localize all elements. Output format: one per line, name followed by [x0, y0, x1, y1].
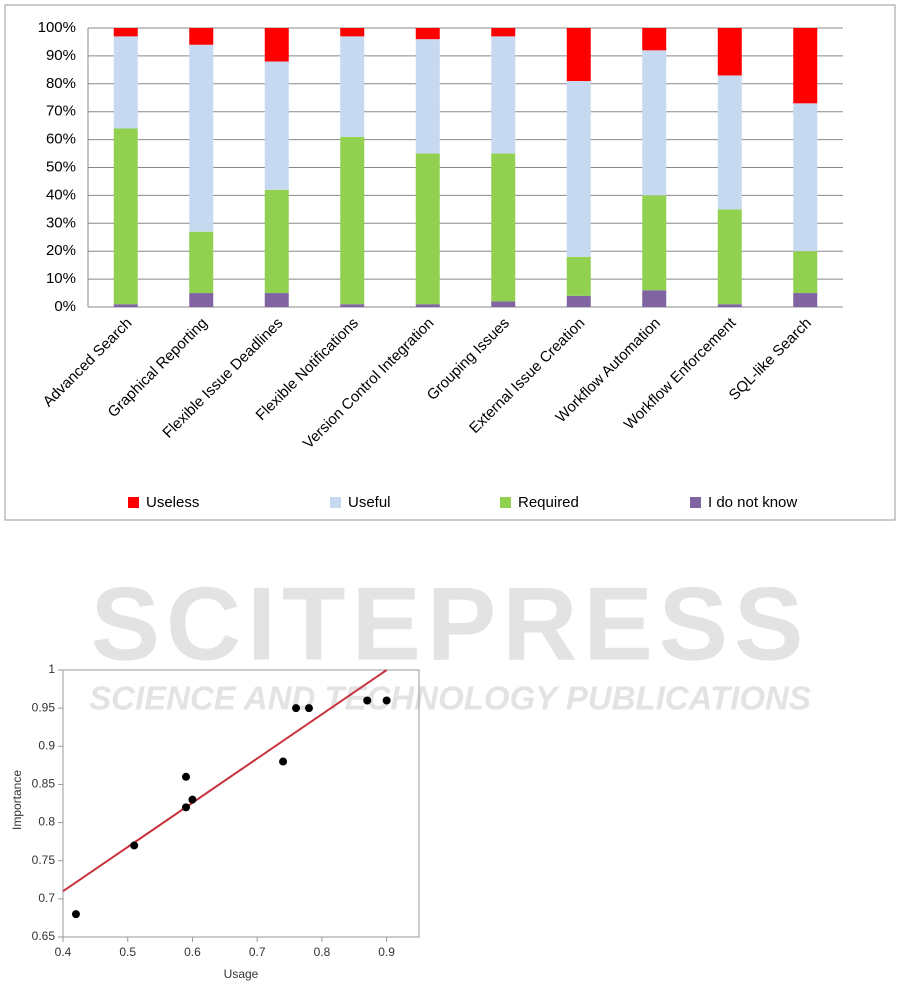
- y-axis-label: Importance: [10, 770, 24, 830]
- point: [181, 803, 190, 812]
- bar-segment: [793, 293, 818, 307]
- legend-swatch: [128, 497, 139, 508]
- bar-segment: [415, 153, 440, 305]
- bar-segment: [642, 290, 667, 307]
- bar-segment: [717, 75, 742, 210]
- y-tick-label: 0.85: [32, 777, 56, 791]
- y-tick-label: 1: [48, 662, 55, 676]
- plot-frame: [62, 669, 420, 938]
- y-tick-label: 10%: [46, 270, 76, 287]
- bar-segment: [113, 28, 138, 37]
- bar-segment: [340, 28, 365, 37]
- bar-segment: [415, 28, 440, 40]
- bar-segment: [717, 209, 742, 305]
- bar-segment: [264, 61, 289, 190]
- y-tick-label: 70%: [46, 103, 76, 120]
- bar-segment: [491, 301, 516, 307]
- bar-segment: [264, 28, 289, 62]
- bar-segment: [717, 28, 742, 76]
- bar-segment: [491, 36, 516, 154]
- x-tick-label: 0.4: [55, 945, 72, 959]
- y-tick-label: 40%: [46, 186, 76, 203]
- bar-segment: [113, 128, 138, 305]
- y-tick-label: 0.9: [38, 738, 55, 752]
- y-tick-label: 0.75: [32, 853, 56, 867]
- bar-segment: [642, 28, 667, 51]
- x-axis-label: Usage: [224, 967, 259, 981]
- x-tick-label: 0.7: [249, 945, 266, 959]
- y-tick-label: 60%: [46, 131, 76, 148]
- bar-segment: [566, 256, 591, 296]
- bar-segment: [189, 293, 214, 307]
- point: [71, 910, 80, 919]
- x-tick-label: SQL-like Search: [726, 315, 815, 404]
- x-tick-label: 0.5: [119, 945, 136, 959]
- bar-segment: [642, 195, 667, 291]
- y-tick-label: 100%: [38, 19, 76, 36]
- bar-segment: [793, 28, 818, 104]
- x-tick-label: Version Control Integration: [300, 315, 438, 453]
- legend-swatch: [690, 497, 701, 508]
- bar-segment: [415, 39, 440, 154]
- y-tick-label: 30%: [46, 214, 76, 231]
- y-tick-label: 50%: [46, 158, 76, 175]
- point: [304, 704, 313, 713]
- point: [279, 757, 288, 766]
- bar-segment: [793, 251, 818, 294]
- x-tick-label: 0.6: [184, 945, 201, 959]
- bar-segment: [793, 103, 818, 252]
- point: [382, 696, 391, 705]
- point: [188, 795, 197, 804]
- x-tick-label: 0.8: [314, 945, 331, 959]
- bar-segment: [113, 36, 138, 129]
- chart-frame: [4, 4, 896, 521]
- bar-segment: [264, 293, 289, 307]
- bar-segment: [566, 295, 591, 307]
- y-tick-label: 0.65: [32, 929, 56, 943]
- point: [292, 704, 301, 713]
- bar-segment: [189, 44, 214, 232]
- bar-segment: [415, 304, 440, 307]
- bar-segment: [189, 231, 214, 294]
- x-tick-label: 0.9: [378, 945, 395, 959]
- bar-segment: [491, 153, 516, 302]
- bar-segment: [189, 28, 214, 45]
- bar-segment: [642, 50, 667, 196]
- point: [181, 772, 190, 781]
- bar-segment: [113, 304, 138, 307]
- watermark-title: SCITEPRESS: [91, 566, 810, 682]
- legend-label: Useful: [348, 494, 391, 511]
- trend-line: [62, 669, 388, 893]
- legend-swatch: [330, 497, 341, 508]
- point: [130, 841, 139, 850]
- bar-segment: [340, 136, 365, 305]
- legend-label: I do not know: [708, 494, 797, 511]
- bar-segment: [264, 189, 289, 294]
- watermark-subtitle: SCIENCE AND TECHNOLOGY PUBLICATIONS: [89, 680, 811, 717]
- bar-segment: [566, 81, 591, 257]
- point: [363, 696, 372, 705]
- y-tick-label: 0%: [54, 298, 76, 315]
- bar-segment: [566, 28, 591, 82]
- bar-segment: [717, 304, 742, 307]
- bar-segment: [491, 28, 516, 37]
- y-tick-label: 0.8: [38, 815, 55, 829]
- y-tick-label: 20%: [46, 242, 76, 259]
- y-tick-label: 90%: [46, 47, 76, 64]
- legend-label: Required: [518, 494, 579, 511]
- legend-swatch: [500, 497, 511, 508]
- y-tick-label: 0.95: [32, 700, 56, 714]
- y-tick-label: 0.7: [38, 891, 55, 905]
- bar-segment: [340, 36, 365, 137]
- bar-segment: [340, 304, 365, 307]
- y-tick-label: 80%: [46, 75, 76, 92]
- legend-label: Useless: [146, 494, 199, 511]
